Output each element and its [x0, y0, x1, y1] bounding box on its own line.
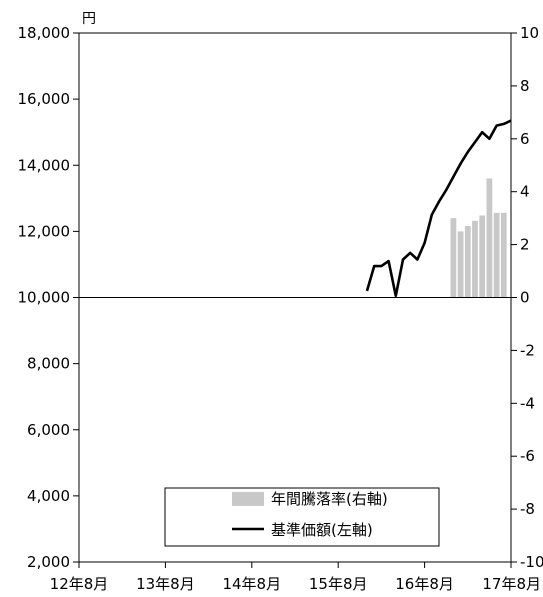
bar-2017-03: [472, 220, 478, 298]
x-axis: 12年8月 13年8月 14年8月 15年8月 16年8月 17年8月: [50, 562, 541, 593]
left-axis: 2,000 4,000 6,000 8,000 10,000 12,000 14,000 16…: [18, 24, 79, 571]
x-tick-label: 17年8月: [482, 575, 541, 593]
x-tick-label: 16年8月: [395, 575, 454, 593]
bar-2016-12: [450, 218, 457, 298]
legend-bar-swatch: [232, 492, 264, 506]
left-tick-label: 16,000: [18, 90, 71, 108]
left-tick-label: 8,000: [27, 355, 70, 373]
bar-2017-06: [493, 212, 500, 298]
bar-series: [450, 178, 507, 298]
left-tick-label: 2,000: [27, 553, 70, 571]
right-tick-label: 6: [520, 130, 530, 148]
x-tick-label: 15年8月: [309, 575, 368, 593]
x-tick-label: 14年8月: [222, 575, 281, 593]
left-tick-label: 6,000: [27, 421, 70, 439]
legend: 年間騰落率(右軸) 基準価額(左軸): [164, 487, 440, 547]
right-tick-label: 0: [520, 289, 530, 307]
right-tick-label: 8: [520, 77, 530, 95]
right-tick-label: -6: [520, 447, 535, 465]
right-tick-label: -10: [520, 553, 543, 571]
bar-2017-07: [500, 212, 507, 298]
right-tick-label: -4: [520, 394, 535, 412]
legend-box: [164, 487, 440, 547]
left-tick-label: 10,000: [18, 289, 71, 307]
left-tick-label: 12,000: [18, 222, 71, 240]
right-tick-label: -8: [520, 500, 535, 518]
bar-2017-05: [486, 178, 493, 298]
right-tick-label: -2: [520, 341, 535, 359]
left-tick-label: 4,000: [27, 487, 70, 505]
x-tick-label: 12年8月: [50, 575, 109, 593]
left-axis-unit: 円: [82, 11, 96, 27]
right-tick-label: 10: [520, 24, 539, 42]
price-line: [365, 119, 512, 298]
bar-2017-04: [479, 215, 486, 298]
left-tick-label: 18,000: [18, 24, 71, 42]
left-tick-label: 14,000: [18, 156, 71, 174]
legend-line-label: 基準価額(左軸): [271, 521, 373, 539]
bar-2017-02: [464, 226, 471, 298]
bar-2017-01: [457, 231, 464, 298]
x-tick-label: 13年8月: [136, 575, 195, 593]
right-tick-label: 4: [520, 183, 530, 201]
legend-bar-label: 年間騰落率(右軸): [271, 490, 388, 508]
right-tick-label: 2: [520, 236, 530, 254]
right-axis: -10 -8 -6 -4 -2 0 2 4 6 8 10: [511, 24, 543, 571]
